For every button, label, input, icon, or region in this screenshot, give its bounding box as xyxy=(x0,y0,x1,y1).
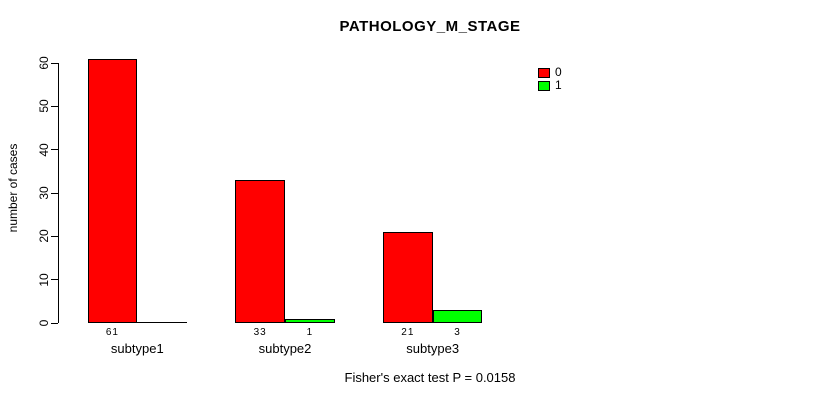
y-axis-line xyxy=(58,63,59,323)
y-tick xyxy=(51,62,58,64)
bar-subtype1-1 xyxy=(137,322,187,323)
y-tick xyxy=(51,149,58,151)
y-tick xyxy=(51,235,58,237)
bar-value-label: 33 xyxy=(253,327,267,338)
y-tick-label: 10 xyxy=(37,272,51,287)
legend-swatch-1 xyxy=(538,80,550,91)
y-tick-label: 30 xyxy=(37,186,51,200)
y-tick xyxy=(51,192,58,194)
bar-subtype2-0 xyxy=(235,180,285,323)
category-label-subtype2: subtype2 xyxy=(258,341,312,356)
legend-swatch-0 xyxy=(538,67,550,78)
bar-subtype1-0 xyxy=(87,58,138,323)
legend-label: 0 xyxy=(555,65,562,79)
legend-label: 1 xyxy=(555,78,562,92)
bar-subtype2-1 xyxy=(285,318,335,323)
y-tick-label: 60 xyxy=(37,56,51,70)
y-tick xyxy=(51,105,58,107)
bar-subtype3-0 xyxy=(383,232,433,323)
bar-value-label: 61 xyxy=(105,327,119,338)
legend-row: 1 xyxy=(538,79,562,92)
bar-value-label: 21 xyxy=(401,327,415,338)
y-tick-label: 40 xyxy=(37,142,51,157)
bar-value-label: 1 xyxy=(306,327,314,338)
category-label-subtype3: subtype3 xyxy=(406,341,460,356)
y-tick-label: 20 xyxy=(37,229,51,244)
category-label-subtype1: subtype1 xyxy=(110,341,164,356)
legend-row: 0 xyxy=(538,66,562,79)
y-tick xyxy=(51,279,58,281)
y-tick xyxy=(51,322,58,324)
y-axis-label: number of cases xyxy=(6,143,20,233)
chart-title: PATHOLOGY_M_STAGE xyxy=(339,18,521,35)
fisher-test-annotation: Fisher's exact test P = 0.0158 xyxy=(344,370,516,385)
bar-subtype3-1 xyxy=(432,310,483,323)
y-tick-label: 0 xyxy=(37,319,51,327)
bar-value-label: 3 xyxy=(454,327,461,338)
y-tick-label: 50 xyxy=(37,99,51,114)
